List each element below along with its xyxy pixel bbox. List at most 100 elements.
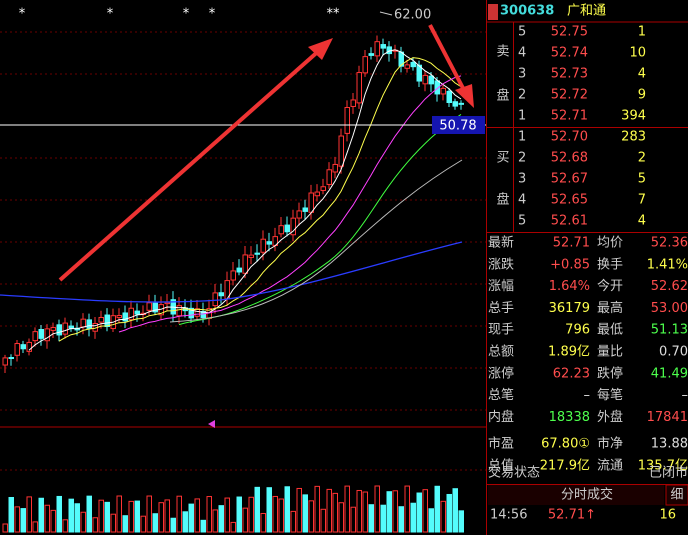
candle-body <box>308 192 314 213</box>
volume-bar <box>398 506 404 533</box>
volume-bar <box>260 512 266 533</box>
volume-bar <box>392 490 398 533</box>
star: * <box>183 7 190 22</box>
stat-label: 涨跌 <box>488 256 514 272</box>
candle-body <box>38 329 44 339</box>
volume-bar <box>116 495 122 533</box>
book-level: 1 <box>518 109 526 124</box>
candle-body <box>86 319 92 329</box>
candle-body <box>32 331 38 342</box>
candle-body <box>80 318 86 328</box>
volume-bar <box>254 486 260 533</box>
candle-body <box>230 270 236 281</box>
volume-bar <box>212 509 218 533</box>
stat-value: 18338 <box>549 410 590 425</box>
ticks-tab[interactable] <box>665 484 688 506</box>
volume-bar <box>248 496 254 533</box>
book-vol: 4 <box>638 214 646 229</box>
candle-body <box>134 310 140 315</box>
chart-grid <box>0 31 486 471</box>
star: * <box>107 7 114 22</box>
candle-body <box>338 135 344 167</box>
volume-bar <box>122 515 128 533</box>
volume-bar <box>176 495 182 533</box>
tick-time: 14:56 <box>490 508 527 523</box>
volume-bar <box>320 508 326 533</box>
order-book: 5 52.75 1 4 52.74 10 3 52.73 4 2 52.72 9 1 52.71 394 1 5… <box>518 25 646 229</box>
ticks-tab-label[interactable]: 细 <box>670 488 683 503</box>
volume-bar <box>410 502 416 533</box>
book-price: 52.72 <box>551 88 588 103</box>
volume-bar <box>182 511 188 533</box>
stat-value: 62.23 <box>553 366 590 381</box>
volume-bar <box>224 497 230 533</box>
book-vol: 394 <box>621 109 646 124</box>
stat-value: 67.80① <box>541 437 590 452</box>
volume-bar <box>296 487 302 533</box>
volume-bar <box>194 498 200 533</box>
stat-value: 13.88 <box>651 437 688 452</box>
status: 已闭市 <box>649 465 688 481</box>
star: * <box>209 7 216 22</box>
candle-body <box>26 341 32 352</box>
stat-label: 现手 <box>488 323 514 338</box>
stat-value: 36179 <box>549 301 590 316</box>
ticks-title: 分时成交 <box>561 487 613 503</box>
book-vol: 2 <box>638 151 646 166</box>
volume-bar <box>56 495 62 533</box>
candle-body <box>2 357 8 366</box>
volume-bar <box>14 506 20 533</box>
volume-bar <box>422 489 428 533</box>
volume-bar <box>86 495 92 533</box>
candle-body <box>380 44 386 49</box>
candle-body <box>284 224 290 233</box>
stat-value: +0.85 <box>550 257 590 272</box>
volume-bar <box>206 496 212 533</box>
volume-bar <box>386 491 392 533</box>
candle-body <box>8 357 14 360</box>
book-vol: 10 <box>629 46 646 61</box>
stat-value: 52.36 <box>651 236 688 251</box>
moving-average <box>28 49 462 351</box>
volume-bar <box>158 502 164 533</box>
price-box <box>432 116 485 134</box>
book-level: 1 <box>518 130 526 145</box>
volume-bar <box>62 519 68 533</box>
moving-average <box>118 75 462 333</box>
stat-label: 总额 <box>488 345 514 360</box>
book-price: 52.61 <box>551 214 588 229</box>
stat-value: 52.71 <box>553 236 590 251</box>
arrow-down <box>428 24 467 93</box>
stat-label: 最低 <box>597 323 623 338</box>
sell-side: 卖 <box>496 45 509 60</box>
book-price: 52.70 <box>551 130 588 145</box>
candle-body <box>56 324 62 336</box>
stat-label: 跌停 <box>597 365 623 381</box>
volume-bar <box>308 500 314 533</box>
volume-bar <box>302 494 308 533</box>
price-label: 50.78 <box>439 119 476 134</box>
volume-bar <box>356 489 362 533</box>
candle-body <box>374 41 380 57</box>
candle-body <box>458 102 464 105</box>
book-level: 5 <box>518 25 526 40</box>
candle-body <box>242 254 248 274</box>
stat-label: 换手 <box>597 257 623 272</box>
volume-bar <box>110 513 116 533</box>
stat-label: 量比 <box>597 345 623 360</box>
stat-label: 涨幅 <box>488 279 514 294</box>
star: ** <box>327 7 341 22</box>
volume-bar <box>32 521 38 533</box>
candle-body <box>122 312 128 322</box>
sell-side: 盘 <box>496 88 509 104</box>
arrow-down-head <box>455 84 474 108</box>
volume-bar <box>434 485 440 533</box>
candle-body <box>98 316 104 323</box>
candle-body <box>260 238 266 253</box>
volume-bar <box>170 517 176 533</box>
buy-side: 买 <box>496 151 509 166</box>
candle-body <box>104 314 110 327</box>
candle-body <box>410 61 416 68</box>
volume-bar <box>446 493 452 533</box>
candle-body <box>332 163 338 173</box>
